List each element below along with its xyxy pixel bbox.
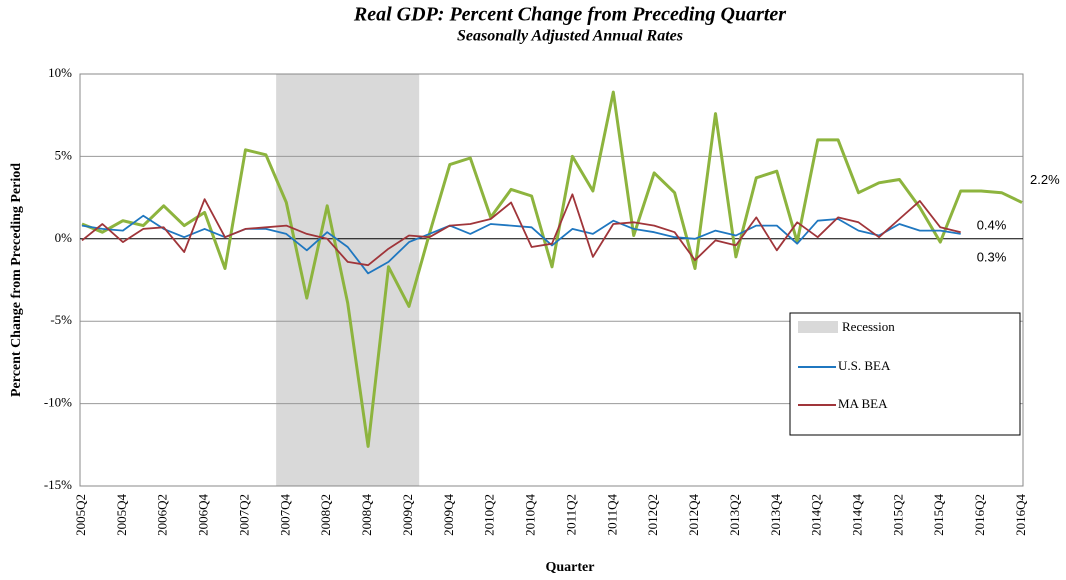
x-tick-label: 2015Q4 [931,494,946,536]
x-tick-label: 2007Q2 [236,494,251,536]
y-tick-label: 5% [55,147,73,162]
legend-swatch [798,321,838,333]
x-tick-label: 2008Q4 [359,494,374,536]
x-tick-label: 2012Q2 [645,494,660,536]
chart-title: Real GDP: Percent Change from Preceding … [353,4,786,26]
x-tick-label: 2014Q4 [850,494,865,536]
x-tick-label: 2016Q2 [972,494,987,536]
x-tick-label: 2015Q2 [890,494,905,536]
x-tick-label: 2011Q2 [563,494,578,535]
x-axis-label: Quarter [546,560,595,575]
chart-subtitle: Seasonally Adjusted Annual Rates [457,28,683,45]
x-tick-label: 2009Q4 [441,494,456,536]
x-tick-label: 2013Q4 [768,494,783,536]
x-tick-label: 2012Q4 [686,494,701,536]
x-tick-label: 2006Q2 [155,494,170,536]
y-tick-label: 0% [55,230,73,245]
value-label: 2.2% [1030,172,1060,187]
x-tick-label: 2005Q4 [114,494,129,536]
x-tick-label: 2006Q4 [196,494,211,536]
legend-label: U.S. BEA [838,358,891,373]
x-tick-label: 2008Q2 [318,494,333,536]
y-tick-label: 10% [48,65,72,80]
legend-label: Recession [842,319,895,334]
x-tick-label: 2009Q2 [400,494,415,536]
x-tick-label: 2016Q4 [1013,494,1028,536]
x-tick-label: 2014Q2 [809,494,824,536]
x-tick-label: 2011Q4 [604,494,619,536]
plot-frame [79,73,1024,487]
value-label: 0.4% [977,218,1007,233]
legend-label: MA BEA [838,396,888,411]
series-line [81,90,1023,448]
x-tick-label: 2010Q4 [523,494,538,536]
value-label: 0.3% [977,249,1007,264]
y-axis-label: Percent Change from Preceding Period [9,163,24,397]
y-tick-label: -15% [44,477,72,492]
legend-box [789,312,1021,436]
recession-band [276,74,420,486]
x-tick-label: 2013Q2 [727,494,742,536]
y-tick-label: -5% [50,312,72,327]
y-tick-label: -10% [44,395,72,410]
x-tick-label: 2007Q4 [277,494,292,536]
x-tick-label: 2010Q2 [482,494,497,536]
series-line [81,193,961,267]
x-tick-label: 2005Q2 [73,494,88,536]
